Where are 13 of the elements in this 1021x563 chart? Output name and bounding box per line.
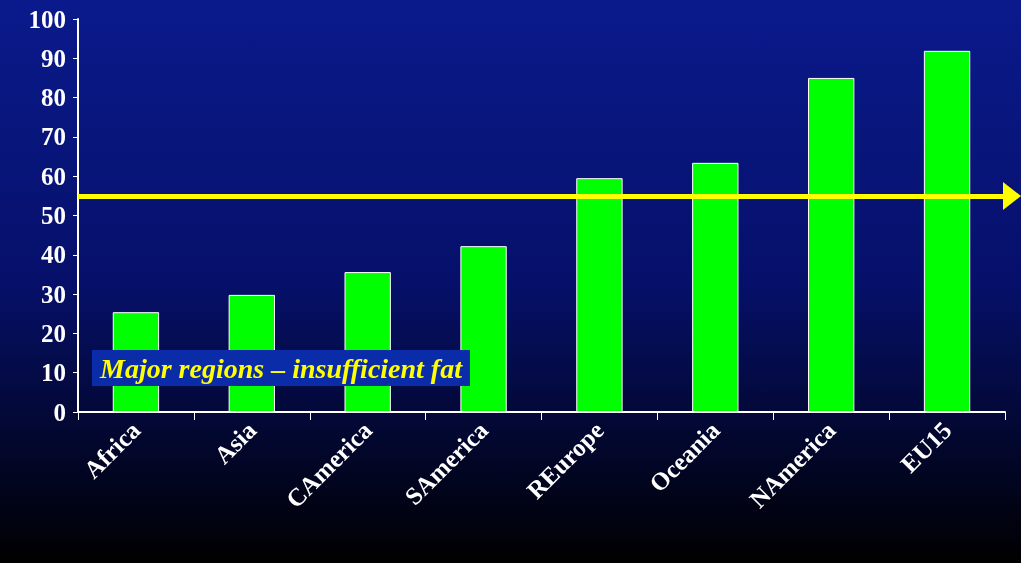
y-tick-label: 10 <box>41 359 66 387</box>
y-tick-label: 0 <box>53 398 66 426</box>
y-tick-label: 90 <box>41 44 66 72</box>
y-tick-label: 50 <box>41 202 66 229</box>
x-tick-label: Asia <box>208 416 262 469</box>
y-tick-label: 60 <box>41 162 66 190</box>
y-tick-label: 20 <box>41 319 66 347</box>
y-tick-label: 30 <box>41 280 66 308</box>
y-tick-label: 70 <box>41 123 66 151</box>
y-tick-label: 100 <box>28 5 66 33</box>
y-tick-label: 80 <box>41 84 66 112</box>
y-tick-label: 40 <box>41 241 66 269</box>
annotation: Major regions – insufficient fat <box>99 352 464 384</box>
